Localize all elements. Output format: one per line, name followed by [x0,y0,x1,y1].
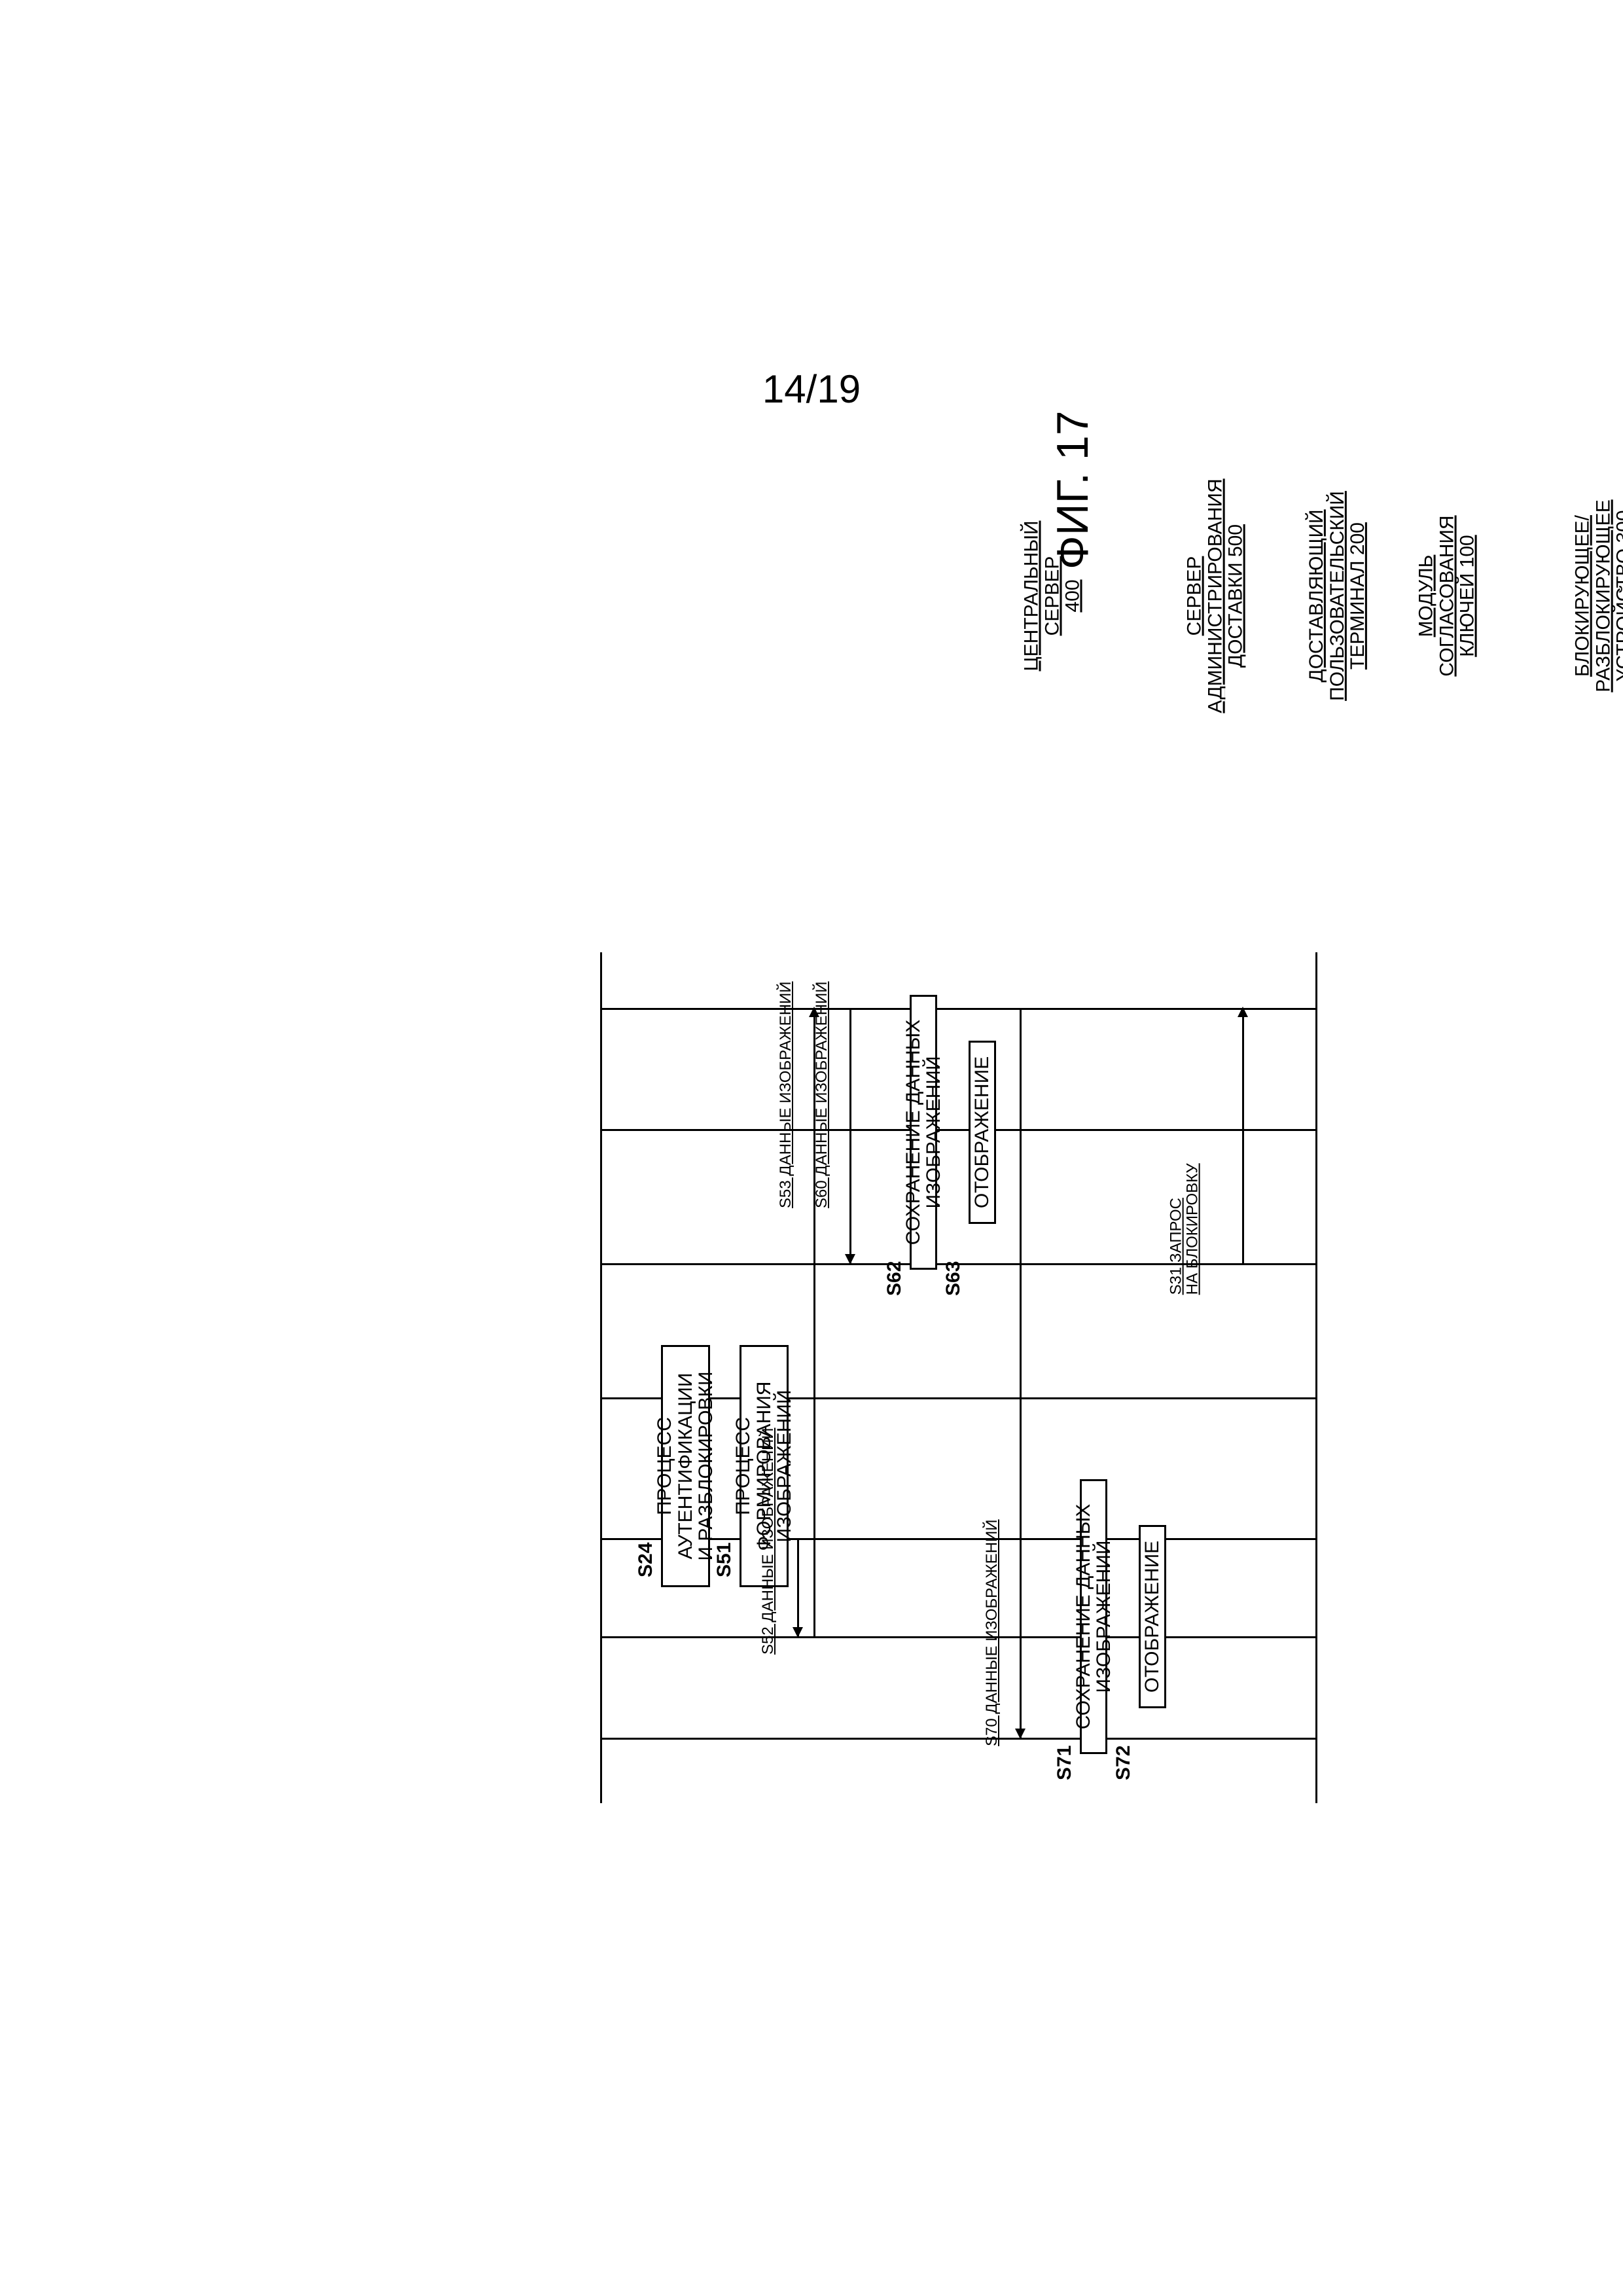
actor-header-3: МОДУЛЬСОГЛАСОВАНИЯКЛЮЧЕЙ 100 [1416,515,1478,676]
step-s72: S72 [1113,1746,1135,1780]
msg-s53: S53 ДАННЫЕ ИЗОБРАЖЕНИЙ [777,981,795,1208]
frame-top-border [600,952,602,1803]
frame-bottom-border [1315,952,1317,1803]
lifeline-0 [600,1738,1317,1740]
step-s24: S24 [635,1543,657,1577]
box-s71: СОХРАНЕНИЕ ДАННЫХ ИЗОБРАЖЕНИЙ [1080,1479,1107,1754]
msg-s52: S52 ДАННЫЕ ИЗОБРАЖЕНИЙ [759,1427,777,1655]
box-s24: ПРОЦЕСС АУТЕНТИФИКАЦИИИ РАЗБЛОКИРОВКИ [661,1345,710,1587]
step-s63: S63 [942,1261,965,1296]
actor-header-2: БЛОКИРУЮЩЕЕ/РАЗБЛОКИРУЮЩЕЕУСТРОЙСТВО 300 [1573,499,1623,692]
actor-header-5: СЕРВЕРАДМИНИСТРИРОВАНИЯДОСТАВКИ 500 [1185,478,1247,713]
arrow-s52-head [793,1627,803,1638]
arrow-s31 [1242,1008,1244,1263]
arrow-s31-head [1238,1007,1248,1017]
box-s62: СОХРАНЕНИЕ ДАННЫХ ИЗОБРАЖЕНИЙ [910,995,937,1270]
arrow-s70-head [1015,1729,1026,1739]
actor-header-4: ДОСТАВЛЯЮЩИЙПОЛЬЗОВАТЕЛЬСКИЙТЕРМИНАЛ 200 [1306,491,1368,701]
lifeline-1 [600,1636,1317,1638]
arrow-s70 [1020,1008,1022,1738]
lifeline-5 [600,1129,1317,1131]
arrow-s60-head [845,1254,855,1265]
arrow-s52 [797,1538,799,1636]
actor-header-6: ЦЕНТРАЛЬНЫЙСЕРВЕР400 [1022,520,1084,671]
msg-s60: S60 ДАННЫЕ ИЗОБРАЖЕНИЙ [813,981,831,1208]
msg-s31: S31 ЗАПРОСНА БЛОКИРОВКУ [1168,1163,1201,1295]
step-s51: S51 [713,1543,736,1577]
arrow-s60 [849,1008,851,1263]
lifeline-6 [600,1008,1317,1010]
box-s63: ОТОБРАЖЕНИЕ [969,1041,996,1224]
page: 14/19 ФИГ. 17 ЗАПРАШИВАЮЩИЙПОЛЬЗОВАТЕЛЬС… [0,0,1623,2296]
msg-s70: S70 ДАННЫЕ ИЗОБРАЖЕНИЙ [983,1519,1001,1746]
box-s72: ОТОБРАЖЕНИЕ [1139,1525,1166,1708]
page-number: 14/19 [762,367,861,412]
